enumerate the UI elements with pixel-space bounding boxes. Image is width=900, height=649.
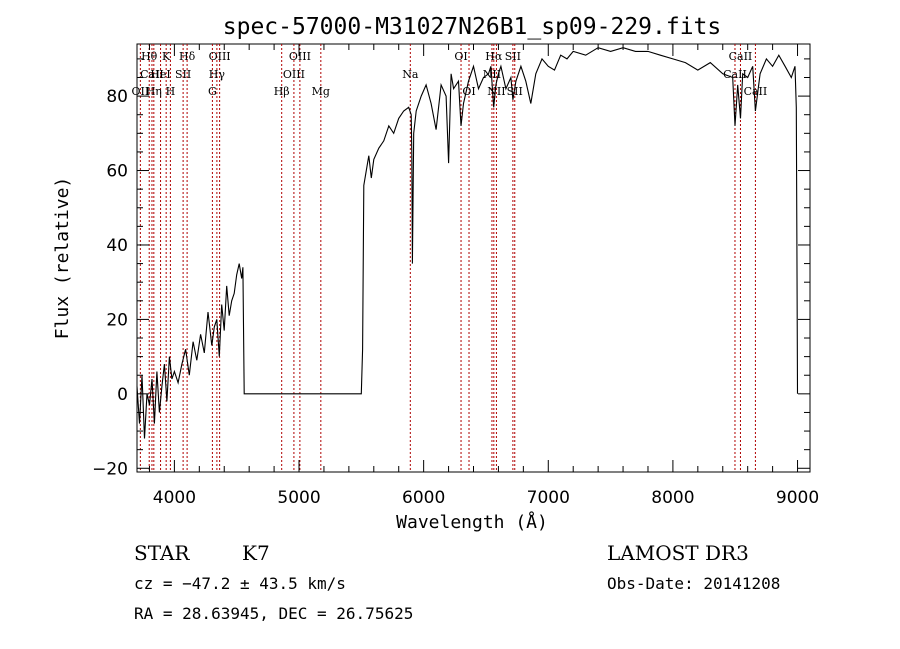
line-marker-label-22: SII: [505, 50, 521, 63]
survey-name: LAMOST DR3: [607, 541, 749, 565]
line-marker-label-14: OIII: [283, 68, 305, 81]
redshift-readout: cz = −47.2 ± 43.5 km/s: [134, 574, 346, 593]
x-tick-label-4000: 4000: [153, 488, 196, 508]
spectrum-series-line: [136, 47, 799, 439]
line-marker-label-10: Hγ: [209, 68, 226, 81]
line-marker-label-18: OI: [462, 85, 475, 98]
line-marker-label-17: OI: [454, 50, 467, 63]
x-tick-label-8000: 8000: [651, 488, 694, 508]
line-marker-label-2: OII: [132, 85, 150, 98]
object-class: STAR: [134, 541, 190, 565]
line-marker-label-19: Hα: [485, 50, 503, 63]
line-marker-label-12: Hβ: [274, 85, 290, 98]
line-marker-label-8: Hδ: [179, 50, 196, 63]
y-tick-label-40: 40: [106, 236, 128, 256]
line-marker-label-24: CaII: [729, 50, 753, 63]
x-axis-label: Wavelength (Å): [396, 511, 548, 533]
x-tick-label-7000: 7000: [527, 488, 570, 508]
line-marker-label-21: NII: [487, 85, 505, 98]
x-axis-ticks: 4000 5000 6000 7000 8000 9000: [148, 44, 819, 508]
line-marker-label-0: Hθ: [141, 50, 158, 63]
object-subclass: K7: [242, 541, 270, 565]
line-marker-label-9: OIII: [209, 50, 231, 63]
y-tick-label-0: 0: [117, 385, 128, 405]
info-panel: STAR K7 LAMOST DR3 cz = −47.2 ± 43.5 km/…: [134, 541, 780, 623]
x-tick-label-5000: 5000: [277, 488, 320, 508]
line-marker-label-26: CaII: [744, 85, 768, 98]
line-marker-label-11: G: [208, 85, 217, 98]
x-tick-label-9000: 9000: [776, 488, 819, 508]
y-axis-ticks: −20 0 20 40 60 80: [92, 58, 810, 479]
line-marker-label-1: CaII: [140, 68, 164, 81]
line-marker-label-15: Mg: [312, 85, 330, 98]
line-marker-label-16: Na: [402, 68, 419, 81]
y-tick-label-60: 60: [106, 162, 128, 182]
y-tick-label-20: 20: [106, 310, 128, 330]
chart-title: spec-57000-M31027N26B1_sp09-229.fits: [223, 14, 722, 40]
y-tick-label--20: −20: [92, 459, 128, 479]
line-marker-label-6: H: [166, 85, 176, 98]
line-marker-label-7: SII: [175, 68, 191, 81]
x-tick-label-6000: 6000: [402, 488, 445, 508]
line-markers: [139, 44, 756, 472]
line-marker-label-13: OIII: [289, 50, 311, 63]
line-marker-label-3: Hη: [146, 85, 162, 98]
observation-date: Obs-Date: 20141208: [607, 574, 780, 593]
line-marker-label-4: HeI: [150, 68, 170, 81]
y-axis-label: Flux (relative): [52, 177, 73, 340]
plot-frame: [136, 43, 811, 473]
y-tick-label-80: 80: [106, 87, 128, 107]
line-marker-label-25: CaII: [723, 68, 747, 81]
line-marker-label-5: K: [162, 50, 171, 63]
coordinates-readout: RA = 28.63945, DEC = 26.75625: [134, 604, 413, 623]
